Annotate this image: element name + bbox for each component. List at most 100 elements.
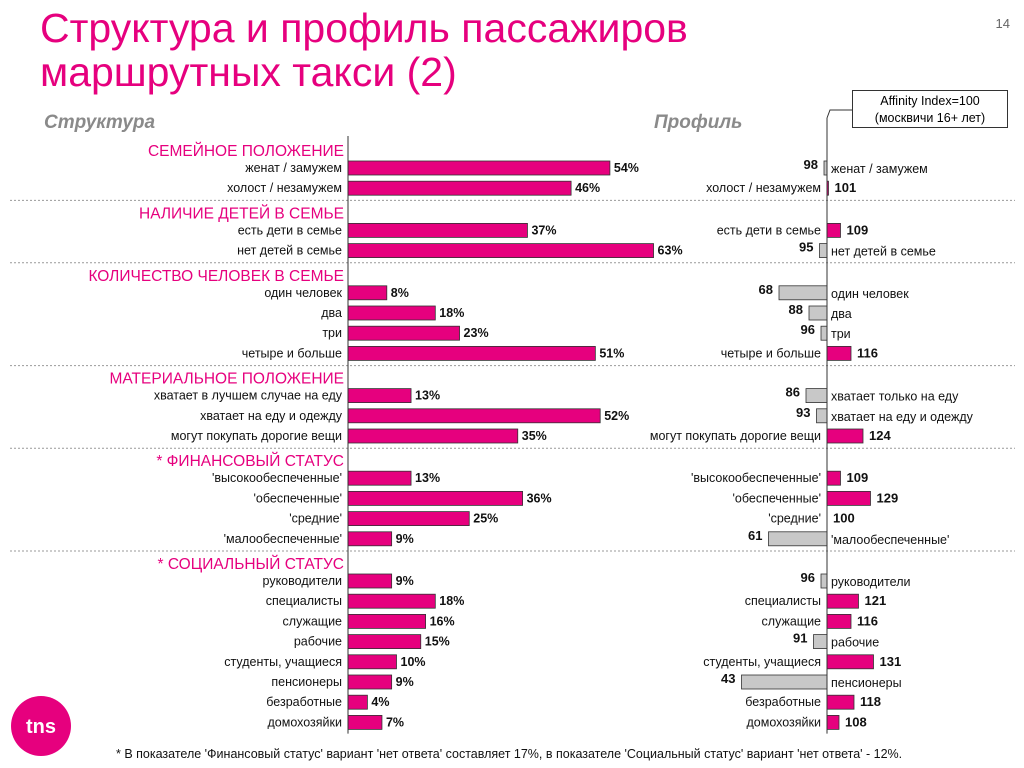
structure-bar — [347, 531, 393, 547]
affinity-line-2: (москвичи 16+ лет) — [874, 111, 986, 125]
structure-label: один человек — [264, 286, 342, 300]
profile-label: специалисты — [745, 594, 821, 608]
structure-label: рабочие — [294, 635, 342, 649]
profile-value: 124 — [869, 428, 891, 443]
structure-label: могут покупать дорогие вещи — [171, 429, 342, 443]
structure-value: 16% — [430, 614, 455, 628]
structure-value: 8% — [391, 286, 409, 300]
structure-value: 10% — [401, 655, 426, 669]
profile-value: 93 — [796, 405, 810, 420]
structure-value: 18% — [439, 594, 464, 608]
profile-label: руководители — [831, 575, 910, 589]
profile-bar — [826, 345, 852, 361]
section-header: СЕМЕЙНОЕ ПОЛОЖЕНИЕ — [148, 142, 344, 160]
title-line-2: маршрутных такси (2) — [40, 49, 457, 95]
profile-label: домохозяйки — [746, 715, 821, 729]
profile-label: один человек — [831, 287, 909, 301]
profile-value: 108 — [845, 714, 867, 729]
profile-value: 116 — [857, 613, 878, 628]
profile-label: служащие — [762, 614, 822, 628]
structure-bar — [347, 674, 393, 690]
profile-value: 109 — [847, 222, 869, 237]
profile-label: хватает на еду и одежду — [831, 410, 974, 424]
profile-label: есть дети в семье — [717, 223, 821, 237]
profile-bar — [778, 285, 828, 301]
structure-bar — [347, 243, 654, 259]
structure-label: два — [321, 306, 342, 320]
profile-value: 121 — [865, 593, 887, 608]
profile-value: 101 — [835, 180, 857, 195]
profile-bar — [826, 222, 841, 238]
profile-value: 88 — [789, 302, 803, 317]
structure-bar — [347, 490, 524, 506]
profile-value: 100 — [833, 511, 855, 526]
structure-label: специалисты — [266, 594, 342, 608]
profile-label: безработные — [745, 695, 821, 709]
profile-bar — [826, 428, 864, 444]
profile-header: Профиль — [654, 112, 743, 133]
structure-label: безработные — [266, 695, 342, 709]
structure-label: хватает в лучшем случае на еду — [154, 389, 343, 403]
profile-label: могут покупать дорогие вещи — [650, 429, 821, 443]
profile-value: 61 — [748, 528, 762, 543]
structure-bar — [347, 715, 383, 730]
structure-value: 23% — [464, 326, 489, 340]
structure-bar — [347, 694, 368, 710]
footnote: * В показателе 'Финансовый статус' вариа… — [116, 747, 903, 761]
structure-value: 52% — [604, 409, 629, 423]
structure-label: женат / замужем — [245, 161, 342, 175]
structure-value: 54% — [614, 161, 639, 175]
profile-value: 96 — [801, 322, 815, 337]
structure-bar — [347, 614, 426, 629]
structure-value: 25% — [473, 512, 498, 526]
structure-label: 'средние' — [289, 512, 342, 526]
structure-label: 'малообеспеченные' — [224, 532, 342, 546]
structure-label: 'высокообеспеченные' — [212, 471, 342, 485]
profile-bar — [826, 593, 859, 609]
structure-bar — [347, 470, 412, 486]
profile-label: 'средние' — [768, 512, 821, 526]
profile-value: 109 — [847, 470, 869, 485]
structure-label: четыре и больше — [242, 346, 342, 360]
profile-bar — [808, 305, 828, 321]
profile-label: два — [831, 307, 852, 321]
structure-label: три — [322, 326, 342, 340]
profile-bar — [816, 408, 828, 424]
profile-bar — [813, 634, 828, 649]
structure-value: 36% — [527, 491, 552, 505]
profile-value: 98 — [804, 157, 818, 172]
profile-value: 118 — [860, 694, 881, 709]
section-header: МАТЕРИАЛЬНОЕ ПОЛОЖЕНИЕ — [110, 371, 344, 388]
structure-bar — [347, 511, 470, 527]
profile-bar — [826, 614, 852, 629]
profile-value: 95 — [799, 240, 813, 255]
section-header: КОЛИЧЕСТВО ЧЕЛОВЕК В СЕМЬЕ — [88, 268, 344, 285]
tns-logo: tns — [11, 696, 71, 756]
structure-bar — [347, 388, 412, 404]
profile-value: 131 — [880, 654, 902, 669]
profile-label: 'обеспеченные' — [733, 491, 821, 505]
structure-header: Структура — [44, 112, 156, 133]
profile-value: 91 — [793, 631, 807, 646]
profile-label: хватает только на еду — [831, 390, 959, 404]
structure-value: 37% — [531, 223, 556, 237]
profile-label: нет детей в семье — [831, 245, 936, 259]
profile-label: холост / незамужем — [706, 181, 821, 195]
profile-bar — [826, 470, 841, 486]
structure-value: 35% — [522, 429, 547, 443]
profile-bar — [820, 325, 828, 341]
structure-label: студенты, учащиеся — [224, 655, 342, 669]
structure-value: 7% — [386, 715, 404, 729]
profile-value: 43 — [721, 671, 735, 686]
structure-value: 13% — [415, 389, 440, 403]
profile-bar — [826, 694, 855, 710]
profile-value: 129 — [877, 490, 899, 505]
profile-label: студенты, учащиеся — [703, 655, 821, 669]
structure-bar — [347, 593, 436, 609]
page-title: Структура и профиль пассажиров маршрутны… — [40, 6, 840, 94]
affinity-index-box: Affinity Index=100 (москвичи 16+ лет) — [852, 90, 1008, 128]
structure-label: руководители — [263, 574, 342, 588]
logo-text: tns — [26, 716, 56, 738]
profile-bar — [768, 531, 828, 547]
